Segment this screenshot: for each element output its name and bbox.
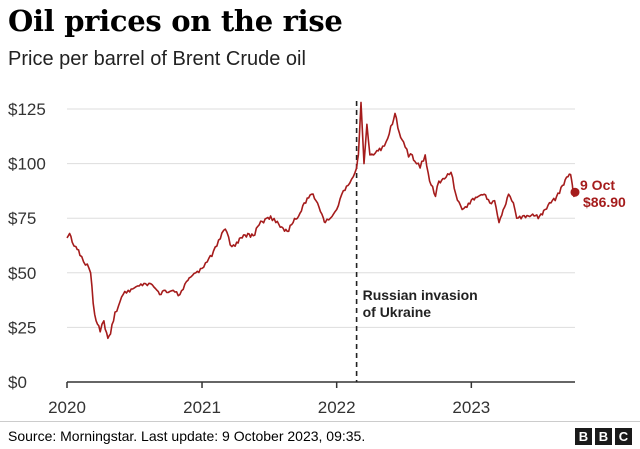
x-tick-label: 2020 [48,398,86,417]
y-tick-label: $125 [8,100,46,119]
x-tick-label: 2021 [183,398,221,417]
y-axis-labels: $0 $25 $50 $75 $100 $125 [8,100,46,392]
y-tick-label: $100 [8,155,46,174]
footer-divider [0,421,640,422]
chart-subtitle: Price per barrel of Brent Crude oil [8,48,306,70]
logo-letter: C [615,428,632,445]
bbc-logo: B B C [575,428,632,445]
y-tick-label: $50 [8,264,36,283]
series [66,101,580,340]
y-tick-label: $75 [8,209,36,228]
logo-letter: B [575,428,592,445]
end-value-label: 9 Oct [580,177,615,193]
logo-letter: B [595,428,612,445]
x-tick-label: 2022 [318,398,356,417]
end-value-label: $86.90 [583,194,626,210]
invasion-annotation-text: of Ukraine [363,304,432,320]
source-note: Source: Morningstar. Last update: 9 Octo… [8,428,366,444]
gridlines [67,108,575,328]
x-tick-label: 2023 [452,398,490,417]
invasion-annotation-text: Russian invasion [363,287,478,303]
price-line [66,101,576,340]
chart-title: Oil prices on the rise [8,4,343,38]
y-tick-label: $25 [8,318,36,337]
end-point-marker [570,187,580,197]
x-axis: 2020 2021 2022 2023 [48,381,575,417]
y-tick-label: $0 [8,373,27,392]
